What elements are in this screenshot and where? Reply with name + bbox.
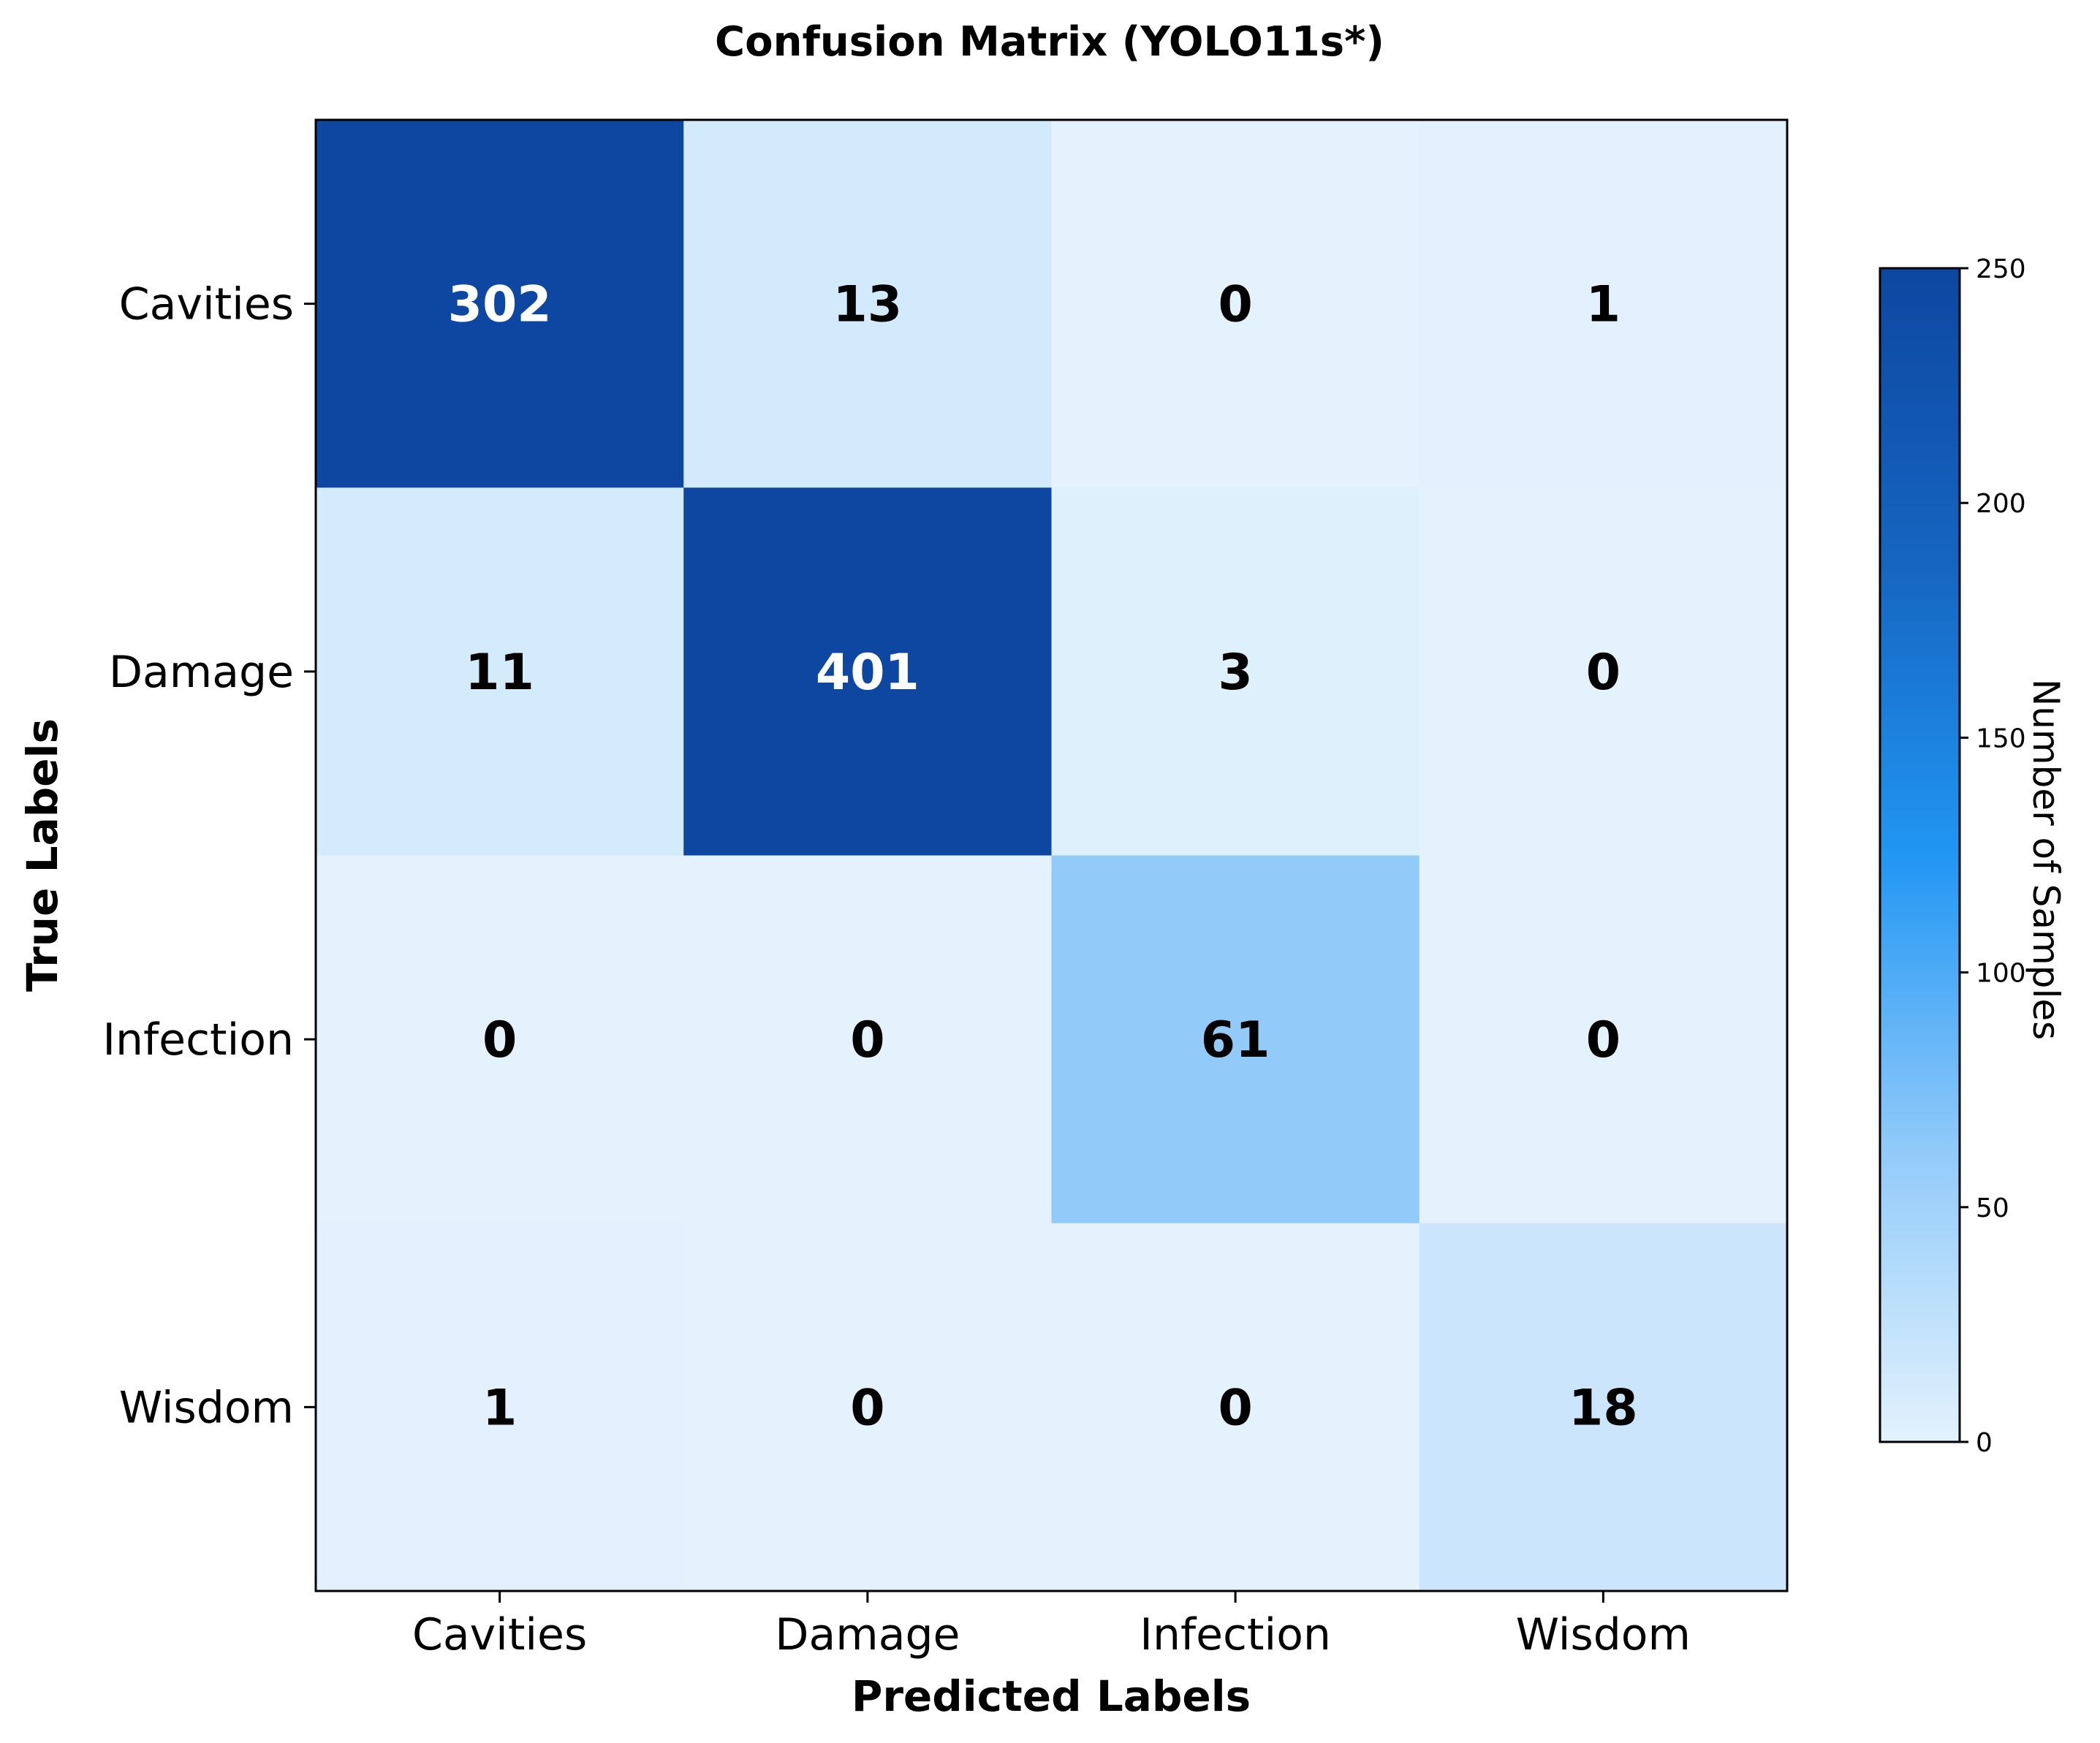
heatmap-cell <box>1419 120 1788 488</box>
colorbar-gradient <box>1879 267 1961 1443</box>
heatmap-cell <box>1051 487 1420 856</box>
heatmap-cell <box>1051 120 1420 488</box>
heatmap-cell <box>683 855 1052 1224</box>
cell-value-label: 0 <box>1218 1379 1252 1437</box>
heatmap-cell <box>683 120 1052 488</box>
colorbar-tick-label: 200 <box>1976 489 2026 519</box>
x-axis-ticks: Cavities Damage Infection Wisdom <box>412 1591 1691 1660</box>
heatmap-cell <box>683 1223 1052 1592</box>
heatmap-cell <box>316 120 684 488</box>
colorbar-tick-label: 100 <box>1976 959 2026 989</box>
heatmap-cell <box>683 487 1052 856</box>
y-tick-label: Cavities <box>119 279 294 330</box>
x-tick-label: Damage <box>775 1609 960 1660</box>
heatmap-cell <box>1419 855 1788 1224</box>
colorbar-tick-label: 0 <box>1976 1428 1993 1458</box>
cell-value-label: 0 <box>850 1379 884 1437</box>
cell-value-label: 0 <box>482 1011 517 1069</box>
cell-value-label: 13 <box>833 276 903 334</box>
cell-value-label: 11 <box>465 644 534 702</box>
cell-value-label: 1 <box>1586 276 1621 334</box>
colorbar-tick-label: 250 <box>1976 254 2026 284</box>
x-axis-label: Predicted Labels <box>852 1671 1251 1721</box>
heatmap-cell <box>1051 855 1420 1224</box>
heatmap-cells <box>316 120 1788 1592</box>
plot-frame <box>314 118 1789 1592</box>
cell-value-label: 0 <box>1586 1011 1621 1069</box>
y-tick-label: Damage <box>109 647 294 698</box>
cell-value-label: 302 <box>448 276 552 334</box>
colorbar-tick-label: 150 <box>1976 724 2026 753</box>
colorbar-label: Number of Samples <box>2025 679 2067 1040</box>
y-tick-label: Infection <box>102 1014 294 1066</box>
chart-title: Confusion Matrix (YOLO11s*) <box>715 18 1384 66</box>
x-tick-label: Cavities <box>412 1609 587 1660</box>
cell-value-label: 401 <box>816 644 920 702</box>
y-axis-ticks: Cavities Damage Infection Wisdom <box>102 279 316 1433</box>
cell-value-label: 0 <box>1218 276 1252 334</box>
cell-value-label: 0 <box>1586 644 1621 702</box>
colorbar: 0 50 100 150 200 250 <box>1879 254 2026 1458</box>
colorbar-tick-label: 50 <box>1976 1193 2009 1223</box>
x-tick-label: Wisdom <box>1516 1609 1691 1660</box>
heatmap-cell-labels: 302 13 0 111 401 3 00 0 61 01 0 0 18 <box>448 276 1638 1438</box>
cell-value-label: 1 <box>482 1379 517 1437</box>
cell-value-label: 61 <box>1201 1011 1270 1069</box>
heatmap-cell <box>1051 1223 1420 1592</box>
cell-value-label: 0 <box>850 1011 884 1069</box>
heatmap-cell <box>316 487 684 856</box>
y-tick-label: Wisdom <box>119 1382 294 1433</box>
heatmap-cell <box>316 855 684 1224</box>
cell-value-label: 3 <box>1218 644 1252 702</box>
x-tick-label: Infection <box>1140 1609 1331 1660</box>
cell-value-label: 18 <box>1569 1379 1638 1437</box>
y-axis-label: True Labels <box>18 718 67 992</box>
heatmap-cell <box>1419 1223 1788 1592</box>
heatmap-cell <box>316 1223 684 1592</box>
heatmap-cell <box>1419 487 1788 856</box>
